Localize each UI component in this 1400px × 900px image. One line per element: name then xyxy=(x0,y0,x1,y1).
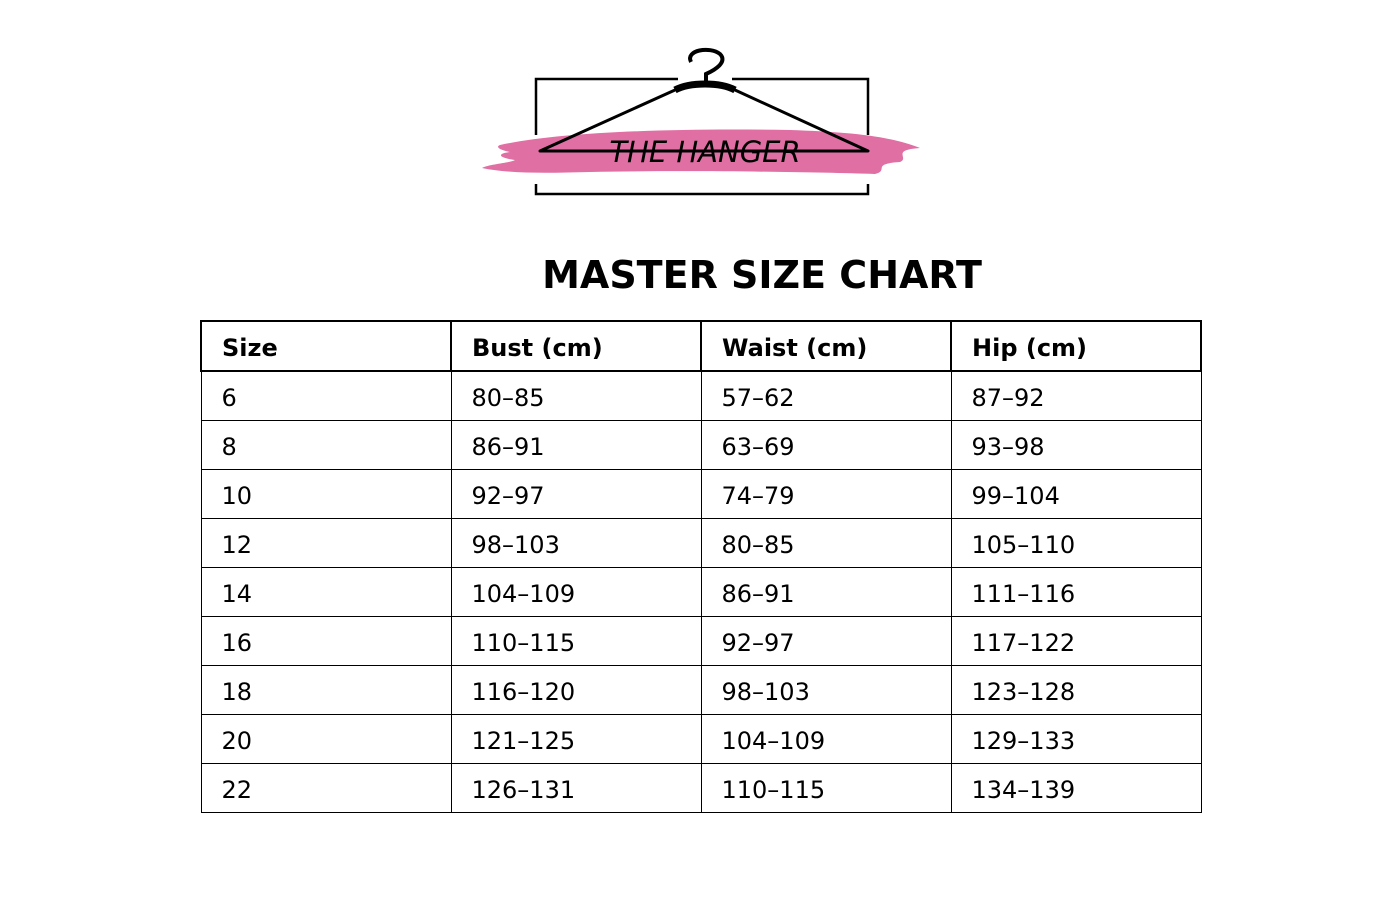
cell-size: 16 xyxy=(200,615,452,666)
cell-hip: 111–116 xyxy=(950,566,1202,617)
cell-waist: 86–91 xyxy=(700,566,952,617)
cell-bust: 86–91 xyxy=(450,419,702,470)
cell-waist: 57–62 xyxy=(700,370,952,421)
cell-hip: 117–122 xyxy=(950,615,1202,666)
table-header-row: Size Bust (cm) Waist (cm) Hip (cm) xyxy=(200,320,1202,372)
logo-text: THE HANGER xyxy=(609,135,800,169)
frame xyxy=(534,77,870,196)
hanger-icon xyxy=(538,47,870,153)
cell-hip: 129–133 xyxy=(950,713,1202,764)
cell-bust: 116–120 xyxy=(450,664,702,715)
cell-waist: 92–97 xyxy=(700,615,952,666)
cell-waist: 110–115 xyxy=(700,762,952,813)
cell-bust: 104–109 xyxy=(450,566,702,617)
header-hip: Hip (cm) xyxy=(950,320,1202,372)
cell-bust: 98–103 xyxy=(450,517,702,568)
page-title: MASTER SIZE CHART xyxy=(542,253,982,297)
table-row: 22 126–131 110–115 134–139 xyxy=(200,762,1202,813)
cell-hip: 123–128 xyxy=(950,664,1202,715)
table-row: 20 121–125 104–109 129–133 xyxy=(200,713,1202,764)
cell-size: 22 xyxy=(200,762,452,813)
cell-waist: 80–85 xyxy=(700,517,952,568)
cell-bust: 121–125 xyxy=(450,713,702,764)
table-row: 14 104–109 86–91 111–116 xyxy=(200,566,1202,617)
cell-size: 6 xyxy=(200,370,452,421)
cell-waist: 63–69 xyxy=(700,419,952,470)
cell-hip: 134–139 xyxy=(950,762,1202,813)
cell-waist: 104–109 xyxy=(700,713,952,764)
the-hanger-logo: THE HANGER xyxy=(482,47,920,196)
cell-size: 8 xyxy=(200,419,452,470)
cell-bust: 92–97 xyxy=(450,468,702,519)
cell-hip: 87–92 xyxy=(950,370,1202,421)
cell-size: 10 xyxy=(200,468,452,519)
cell-size: 12 xyxy=(200,517,452,568)
cell-waist: 98–103 xyxy=(700,664,952,715)
table-row: 12 98–103 80–85 105–110 xyxy=(200,517,1202,568)
header-waist: Waist (cm) xyxy=(700,320,952,372)
table-row: 18 116–120 98–103 123–128 xyxy=(200,664,1202,715)
cell-hip: 93–98 xyxy=(950,419,1202,470)
cell-hip: 99–104 xyxy=(950,468,1202,519)
cell-bust: 126–131 xyxy=(450,762,702,813)
cell-size: 20 xyxy=(200,713,452,764)
header-bust: Bust (cm) xyxy=(450,320,702,372)
size-chart-table: Size Bust (cm) Waist (cm) Hip (cm) 6 80–8… xyxy=(200,320,1202,813)
header-size: Size xyxy=(200,320,452,372)
table-row: 8 86–91 63–69 93–98 xyxy=(200,419,1202,470)
cell-bust: 80–85 xyxy=(450,370,702,421)
table-row: 10 92–97 74–79 99–104 xyxy=(200,468,1202,519)
table-row: 16 110–115 92–97 117–122 xyxy=(200,615,1202,666)
cell-bust: 110–115 xyxy=(450,615,702,666)
cell-hip: 105–110 xyxy=(950,517,1202,568)
table-row: 6 80–85 57–62 87–92 xyxy=(200,370,1202,421)
cell-size: 14 xyxy=(200,566,452,617)
cell-size: 18 xyxy=(200,664,452,715)
cell-waist: 74–79 xyxy=(700,468,952,519)
